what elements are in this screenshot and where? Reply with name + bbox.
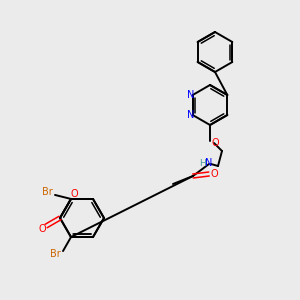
Text: Br: Br: [50, 249, 60, 259]
Text: O: O: [211, 138, 219, 148]
Text: N: N: [187, 110, 194, 120]
Text: O: O: [38, 224, 46, 233]
Text: N: N: [205, 158, 213, 168]
Text: Br: Br: [42, 187, 52, 197]
Text: O: O: [70, 189, 78, 199]
Text: H: H: [200, 158, 206, 167]
Text: N: N: [187, 90, 194, 100]
Text: O: O: [210, 169, 218, 179]
